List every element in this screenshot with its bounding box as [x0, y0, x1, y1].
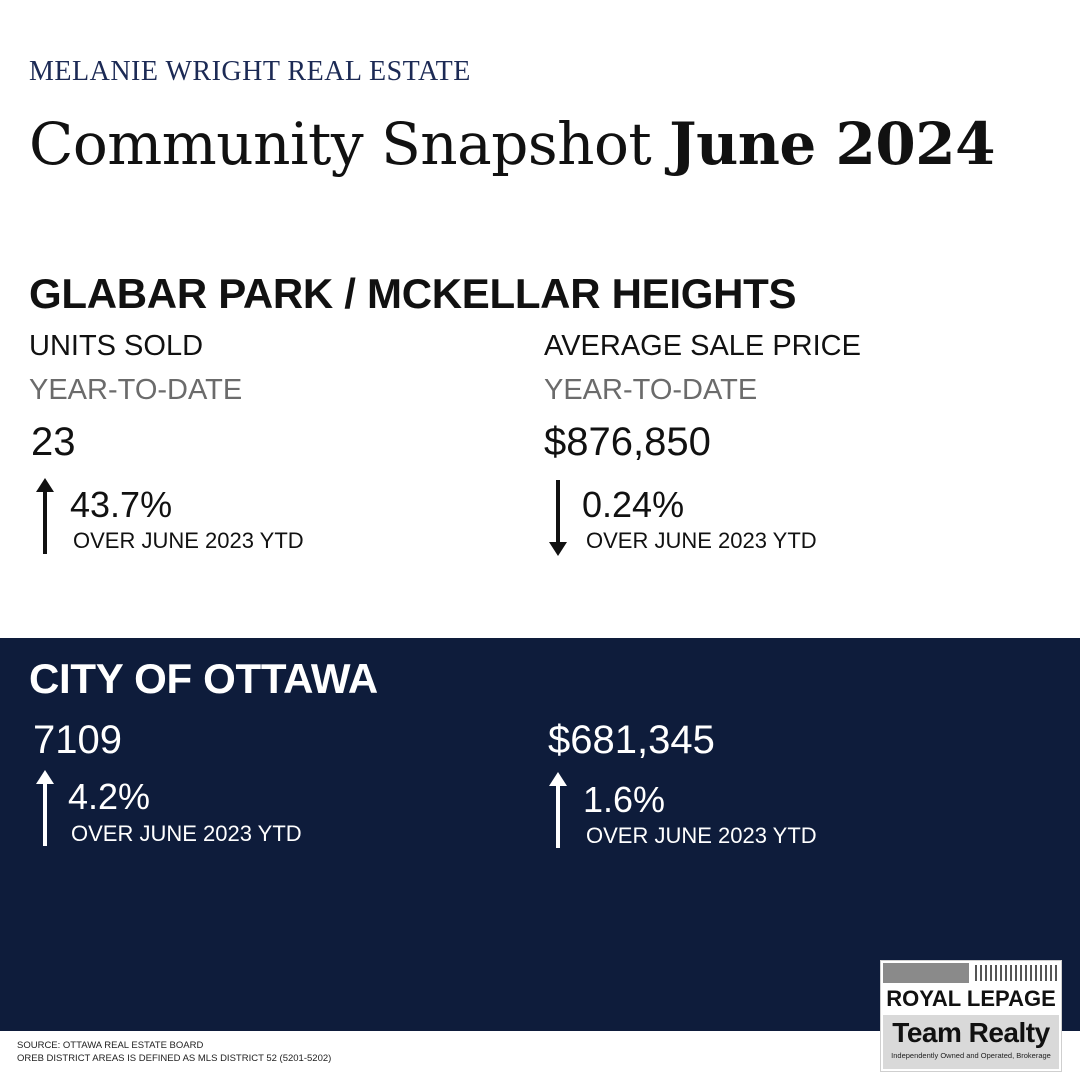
source-note: SOURCE: OTTAWA REAL ESTATE BOARD [17, 1040, 204, 1051]
logo-royal-lepage: ROYAL LEPAGE [883, 983, 1059, 1015]
avg-price-label: AVERAGE SALE PRICE [544, 330, 861, 362]
units-period-label: YEAR-TO-DATE [29, 374, 243, 406]
price-period-label: YEAR-TO-DATE [544, 374, 758, 406]
city-units-value: 7109 [33, 718, 122, 762]
title-date: June 2024 [669, 110, 995, 178]
page-title: Community Snapshot June 2024 [29, 110, 995, 178]
logo-tagline: Independently Owned and Operated, Broker… [891, 1051, 1051, 1060]
city-units-compare: OVER JUNE 2023 YTD [71, 821, 302, 846]
units-change: 43.7% [70, 484, 173, 525]
units-sold-label: UNITS SOLD [29, 330, 204, 362]
arrow-down-icon [549, 480, 567, 556]
title-prefix: Community Snapshot [29, 110, 670, 178]
price-change: 0.24% [582, 484, 685, 525]
logo-stripes-icon [883, 963, 1057, 983]
city-units-change: 4.2% [68, 776, 151, 817]
city-price-change: 1.6% [583, 779, 666, 820]
logo-team-realty: Team Realty [892, 1017, 1050, 1048]
district-note: OREB DISTRICT AREAS IS DEFINED AS MLS DI… [17, 1053, 332, 1064]
avg-price-value: $876,850 [544, 420, 711, 464]
price-compare: OVER JUNE 2023 YTD [586, 528, 817, 553]
arrow-up-icon [36, 770, 54, 846]
city-price-value: $681,345 [548, 718, 715, 762]
royal-lepage-logo: ROYAL LEPAGE Team Realty Independently O… [880, 960, 1062, 1072]
arrow-up-icon [36, 478, 54, 554]
neighbourhood-title: GLABAR PARK / MCKELLAR HEIGHTS [29, 270, 797, 317]
city-title: CITY OF OTTAWA [29, 655, 378, 702]
units-sold-value: 23 [31, 420, 76, 464]
arrow-up-icon [549, 772, 567, 848]
city-price-compare: OVER JUNE 2023 YTD [586, 823, 817, 848]
units-compare: OVER JUNE 2023 YTD [73, 528, 304, 553]
logo-team-block: Team Realty Independently Owned and Oper… [883, 1015, 1059, 1069]
brand-name: MELANIE WRIGHT REAL ESTATE [29, 56, 471, 87]
